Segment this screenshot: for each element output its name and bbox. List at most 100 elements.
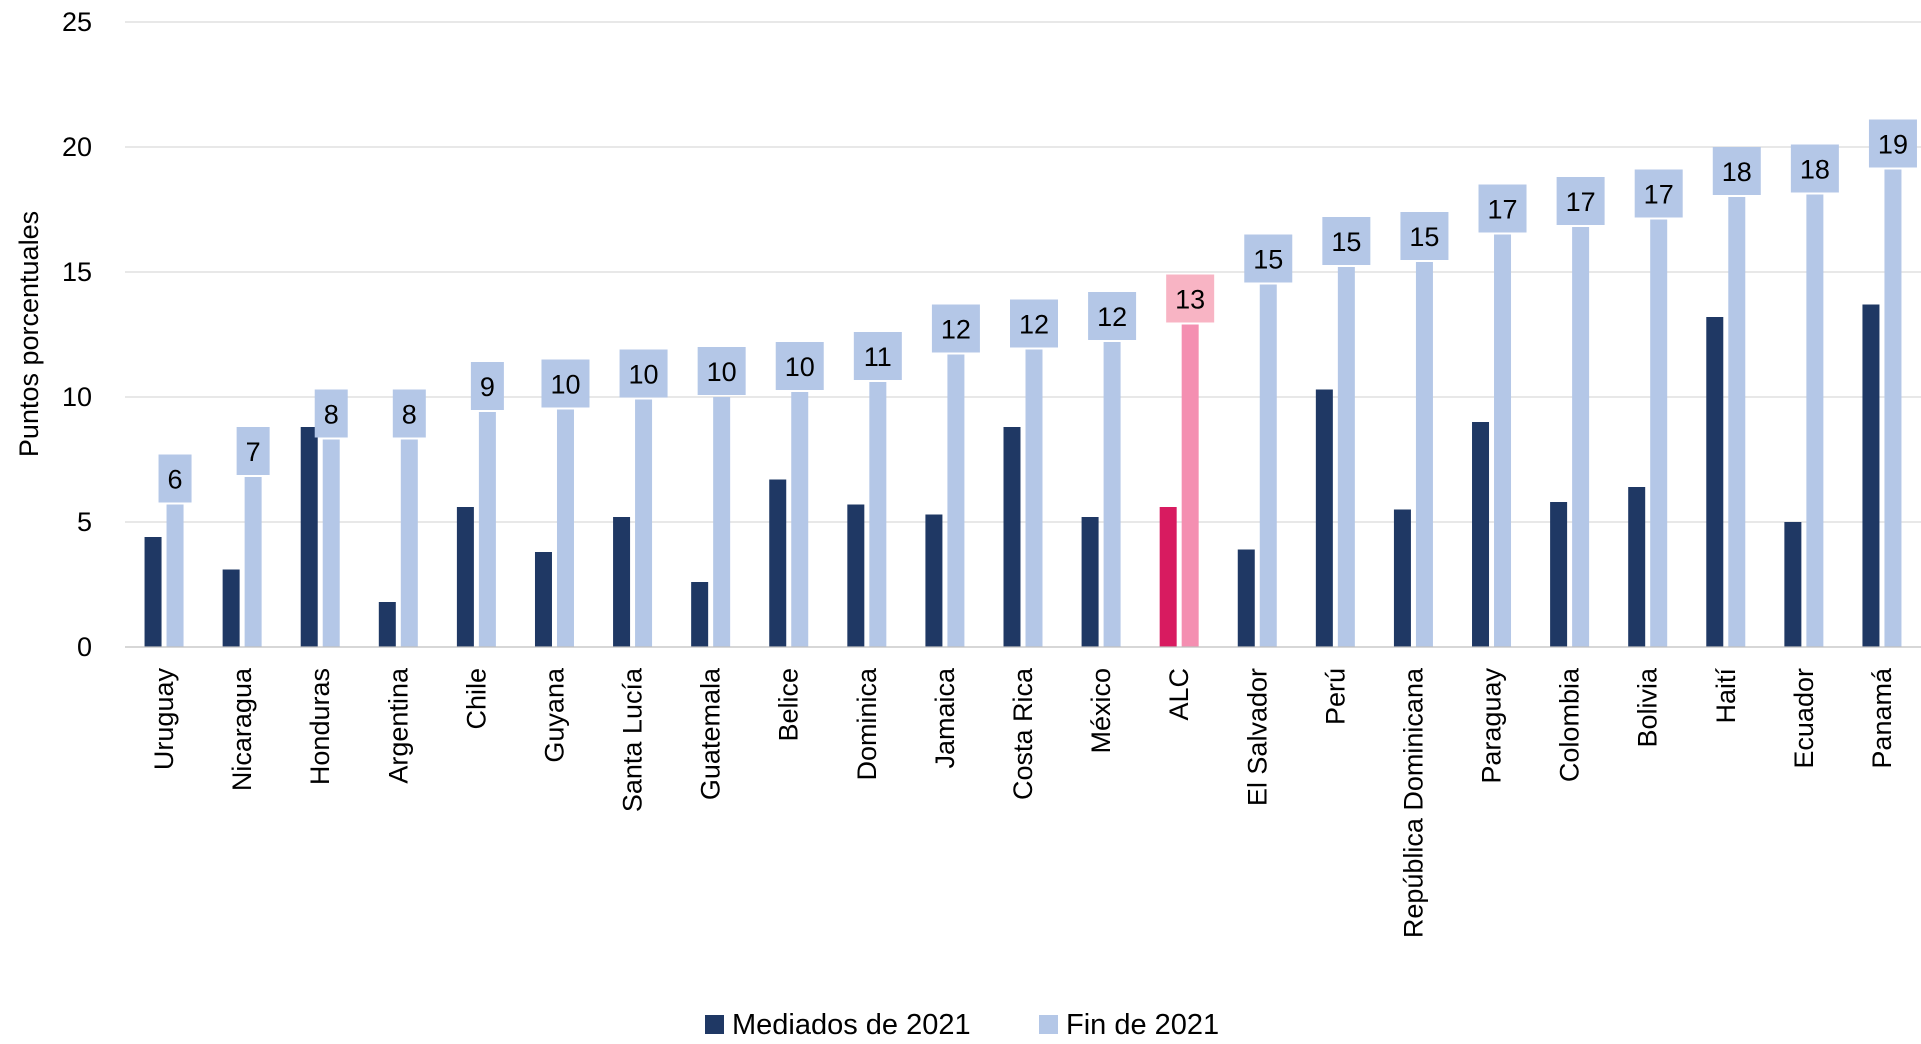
category-label: Chile	[461, 668, 491, 730]
data-label: 13	[1175, 285, 1205, 315]
bar-fin	[556, 409, 574, 647]
bar-fin	[400, 439, 418, 647]
data-label-box	[314, 389, 348, 438]
data-label: 17	[1566, 187, 1596, 217]
data-label: 19	[1878, 130, 1908, 160]
data-label: 11	[864, 342, 892, 372]
bar-mediados	[534, 552, 552, 647]
y-tick-label: 5	[77, 507, 92, 537]
bar-fin	[1103, 342, 1121, 647]
category-label: Honduras	[305, 668, 335, 785]
data-label: 17	[1644, 180, 1674, 210]
category-label: Bolivia	[1633, 667, 1663, 748]
data-labels: 6 7 8 8 9 10 10 10 10 11 12 12 12 13 15 15 15 17 17 17 18 18 1…	[158, 119, 1917, 503]
bar-mediados	[1081, 517, 1099, 647]
bar-mediados	[1393, 509, 1411, 647]
category-label: Santa Lucía	[618, 667, 648, 812]
data-label: 9	[480, 372, 495, 402]
data-label: 8	[402, 400, 417, 430]
data-label: 18	[1800, 155, 1830, 185]
category-label: Ecuador	[1789, 668, 1819, 769]
data-label: 10	[629, 360, 659, 390]
bar-mediados	[925, 514, 943, 647]
bar-mediados	[144, 537, 162, 647]
category-label: Haití	[1711, 668, 1741, 724]
category-label: Nicaragua	[227, 667, 257, 791]
bar-mediados	[1862, 304, 1880, 647]
bar-fin	[1337, 267, 1355, 647]
data-label-box	[158, 454, 192, 503]
y-axis-ticks: 0 5 10 15 20 25	[62, 7, 92, 662]
data-label-box	[1634, 169, 1683, 218]
y-tick-label: 15	[62, 257, 92, 287]
bar-fin	[244, 477, 262, 647]
category-label: Guyana	[539, 667, 569, 763]
category-label: Guatemala	[696, 667, 726, 800]
data-label-box	[1868, 119, 1917, 168]
category-label: El Salvador	[1242, 668, 1272, 806]
bar-fin	[1415, 262, 1433, 647]
data-label: 15	[1253, 245, 1283, 275]
bar-mediados	[613, 517, 631, 647]
category-label: Belice	[774, 668, 804, 742]
data-label: 10	[707, 357, 737, 387]
bar-fin	[1650, 219, 1668, 647]
bar-fin	[478, 412, 496, 647]
data-label: 17	[1487, 195, 1517, 225]
bar-mediados	[1784, 522, 1802, 647]
category-label: Paraguay	[1477, 668, 1507, 784]
bar-mediados	[691, 582, 709, 647]
bars	[144, 169, 1902, 647]
bar-mediados	[1472, 422, 1490, 647]
data-label-box	[619, 349, 668, 398]
bar-fin	[1572, 227, 1590, 647]
data-label: 12	[1019, 310, 1049, 340]
data-label-box	[470, 362, 504, 410]
data-label-box	[1244, 234, 1293, 283]
category-label: Argentina	[383, 667, 413, 784]
bar-fin	[635, 399, 653, 647]
data-label-box	[1790, 144, 1839, 193]
category-label: México	[1086, 668, 1116, 754]
y-tick-label: 0	[77, 632, 92, 662]
data-label-box	[1478, 184, 1527, 233]
bar-mediados	[1550, 502, 1568, 647]
category-label: Dominica	[852, 667, 882, 781]
data-label-box	[1010, 299, 1058, 348]
bar-fin	[1884, 169, 1902, 647]
bar-fin	[713, 397, 731, 647]
data-label-box	[1712, 147, 1761, 195]
data-label: 18	[1722, 157, 1752, 187]
data-label-box	[1088, 292, 1137, 340]
bar-mediados	[378, 602, 396, 647]
data-label-box	[931, 304, 980, 353]
bar-mediados	[769, 479, 787, 647]
bar-mediados	[1237, 549, 1255, 647]
bar-mediados	[847, 504, 865, 647]
data-label-box	[1322, 217, 1371, 265]
bar-fin	[947, 354, 965, 647]
data-label-box	[697, 347, 746, 395]
category-label: República Dominicana	[1398, 667, 1428, 938]
data-label-box	[541, 359, 590, 408]
bar-mediados	[300, 427, 318, 647]
bar-fin	[1806, 194, 1824, 647]
category-label: Uruguay	[149, 668, 179, 771]
category-label: Panamá	[1867, 667, 1897, 769]
data-label: 15	[1331, 227, 1361, 257]
bar-mediados	[456, 507, 474, 647]
category-label: Costa Rica	[1008, 667, 1038, 800]
bar-fin	[1181, 324, 1199, 647]
data-label-box	[1400, 212, 1449, 260]
bar-fin	[1025, 349, 1043, 647]
bar-mediados	[1706, 317, 1724, 647]
bar-mediados	[222, 569, 240, 647]
data-label-box	[1556, 177, 1605, 225]
y-tick-label: 10	[62, 382, 92, 412]
category-label: Perú	[1320, 668, 1350, 725]
bar-fin	[1728, 197, 1746, 647]
bar-fin	[791, 392, 809, 647]
bar-mediados	[1315, 389, 1333, 647]
bar-mediados	[1159, 507, 1177, 647]
